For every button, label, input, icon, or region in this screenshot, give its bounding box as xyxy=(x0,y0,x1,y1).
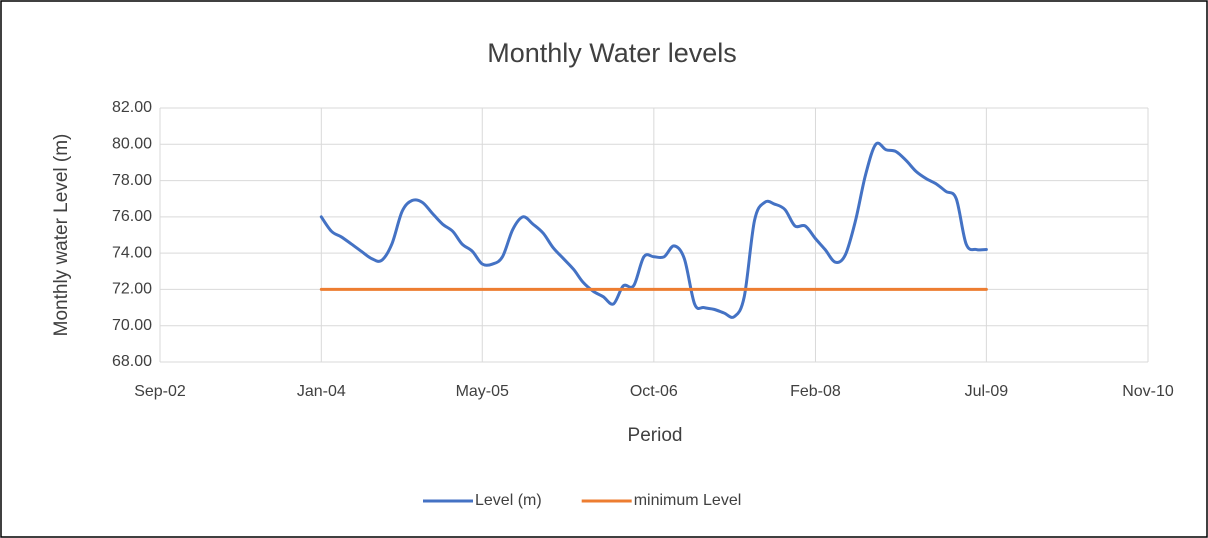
y-tick-label: 74.00 xyxy=(112,244,152,261)
x-tick-label: Oct-06 xyxy=(630,383,678,400)
x-axis-label: Period xyxy=(628,425,683,446)
y-tick-label: 78.00 xyxy=(112,172,152,189)
y-tick-label: 72.00 xyxy=(112,281,152,298)
x-tick-label: Sep-02 xyxy=(134,383,186,400)
x-tick-label: Feb-08 xyxy=(790,383,841,400)
y-tick-label: 82.00 xyxy=(112,99,152,116)
line-series xyxy=(319,141,988,319)
legend-label: minimum Level xyxy=(634,492,742,509)
x-tick-label: Jul-09 xyxy=(965,383,1009,400)
x-tick-label: Nov-10 xyxy=(1122,383,1174,400)
y-tick-label: 76.00 xyxy=(112,208,152,225)
legend-label: Level (m) xyxy=(475,492,542,509)
y-axis-label: Monthly water Level (m) xyxy=(51,134,72,337)
y-tick-label: 80.00 xyxy=(112,136,152,153)
chart-title: Monthly Water levels xyxy=(487,38,737,68)
y-tick-label: 70.00 xyxy=(112,317,152,334)
x-tick-label: Jan-04 xyxy=(297,383,346,400)
y-tick-label: 68.00 xyxy=(112,353,152,370)
x-tick-label: May-05 xyxy=(456,383,509,400)
